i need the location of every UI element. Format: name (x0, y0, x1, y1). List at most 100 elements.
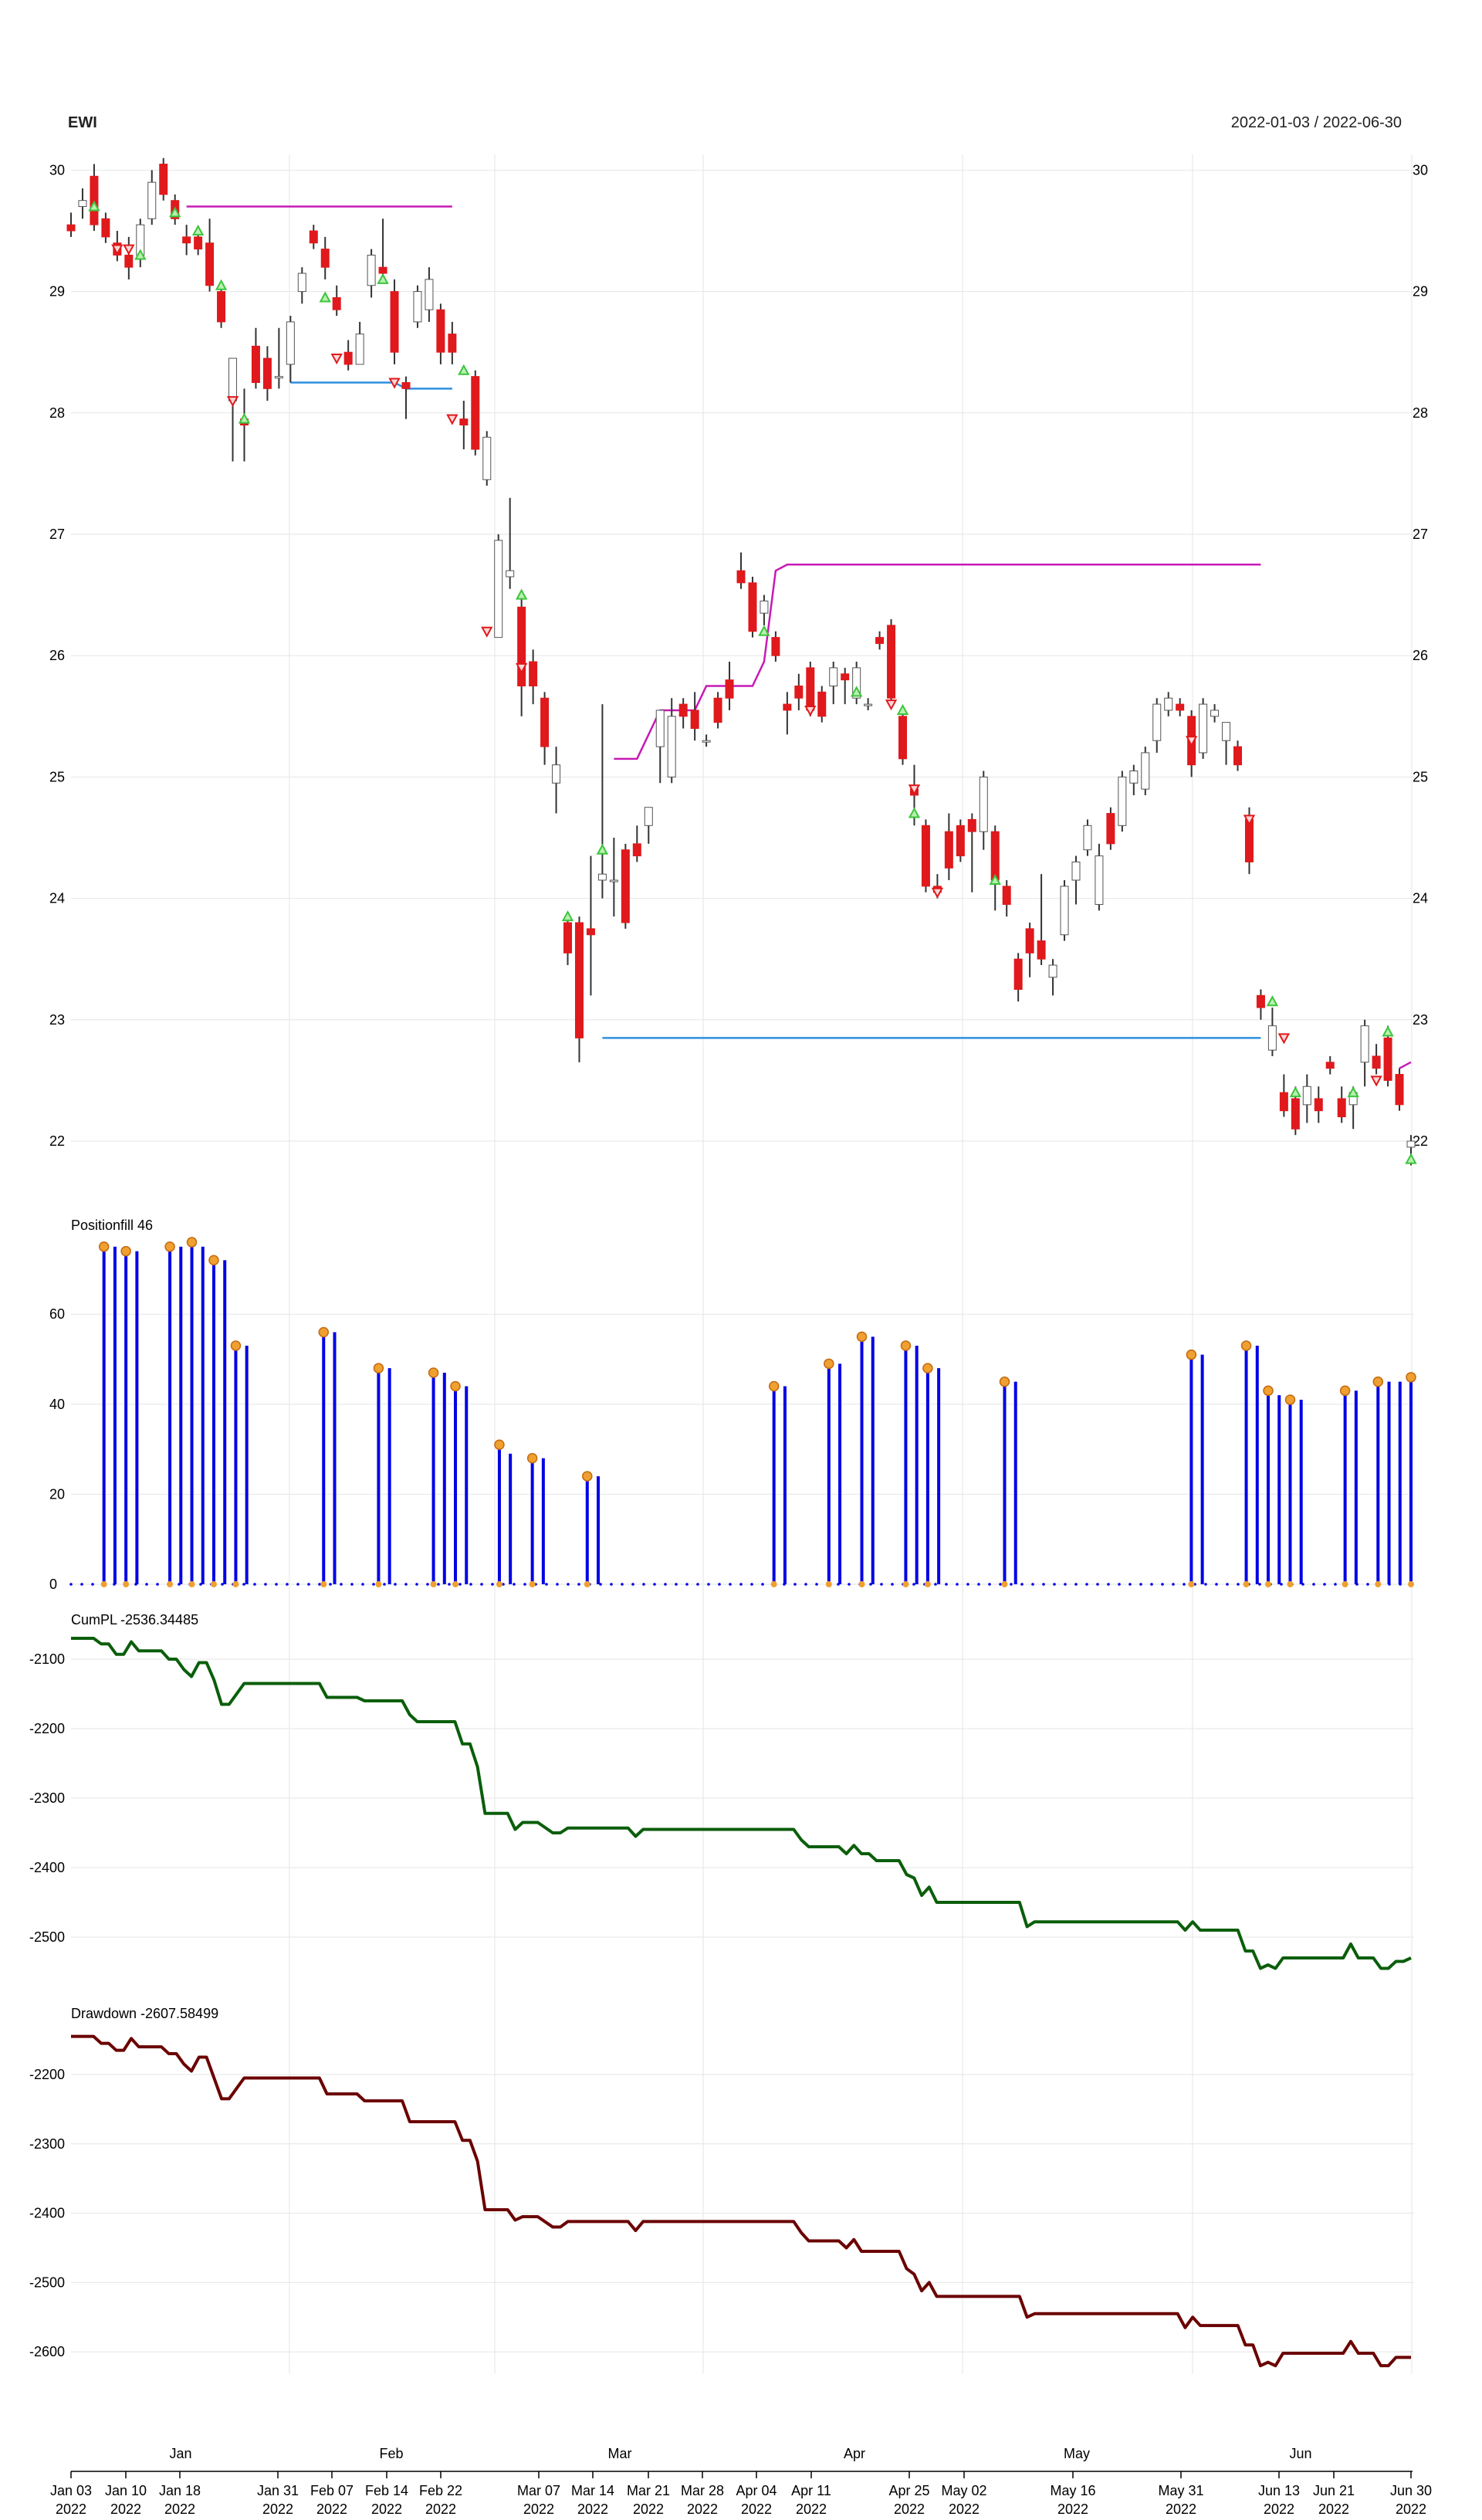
resistance-line (1399, 1061, 1412, 1069)
cumpl-ytick: -2200 (29, 1721, 65, 1736)
positionfill-exit-marker (1188, 1581, 1195, 1587)
positionfill-baseline-dot (1118, 1583, 1121, 1586)
candle-body (297, 273, 306, 293)
sell-signal-marker (804, 705, 817, 717)
cumpl-panel: CumPL -2536.34485 -2100 -2200 -2300 -2400 -250… (29, 1612, 1414, 1970)
time-axis: Jan Feb Mar Apr May Jun Jan 03 2022 Jan 10 2022 Ja… (50, 2446, 1432, 2517)
candle-body (864, 703, 873, 706)
candle-body (944, 831, 953, 869)
candle-body (597, 873, 607, 881)
price-ytick-left: 23 (49, 1012, 65, 1028)
candle-body (1071, 861, 1081, 881)
positionfill-exit-marker (902, 1581, 909, 1587)
candle-body (875, 637, 885, 644)
candle-body (286, 321, 295, 365)
drawdown-ytick: -2200 (29, 2067, 65, 2082)
year-tick-label: 2022 (796, 2501, 827, 2517)
candle-body (1141, 752, 1150, 790)
positionfill-baseline-dot (848, 1583, 851, 1586)
candle-body (574, 922, 584, 1038)
year-tick-label: 2022 (56, 2501, 86, 2517)
candle-body (320, 249, 330, 268)
positionfill-marker (494, 1439, 505, 1451)
positionfill-baseline-dot (1226, 1583, 1229, 1586)
positionfill-marker (373, 1363, 384, 1373)
date-tick-label: Jun 30 (1390, 2483, 1432, 2498)
buy-signal-marker (238, 412, 251, 424)
positionfill-baseline-dot (156, 1583, 159, 1586)
date-tick-label: Mar 07 (517, 2483, 560, 2498)
positionfill-exit-marker (1375, 1581, 1382, 1587)
candle-body (425, 279, 434, 310)
candle-body (448, 334, 457, 353)
candle-body (563, 922, 573, 953)
positionfill-ytick: 20 (49, 1486, 65, 1502)
positionfill-ytick: 0 (49, 1577, 57, 1592)
positionfill-marker (1339, 1385, 1351, 1397)
date-tick-label: Mar 14 (571, 2483, 614, 2498)
candle-body (459, 418, 469, 426)
positionfill-baseline-dot (469, 1583, 472, 1586)
drawdown-ytick: -2400 (29, 2206, 65, 2221)
positionfill-baseline-dot (1215, 1583, 1218, 1586)
cumpl-ytick: -2500 (29, 1929, 65, 1945)
positionfill-marker (856, 1331, 868, 1343)
candle-body (482, 436, 492, 480)
date-tick-label: Jan 18 (159, 2483, 201, 2498)
candle-body (1083, 825, 1092, 851)
candle-body (817, 691, 827, 717)
positionfill-baseline-dot (458, 1583, 462, 1586)
candle-body (725, 679, 734, 699)
candle-body (378, 266, 387, 274)
candle-body (736, 570, 746, 584)
positionfill-baseline-dot (1237, 1583, 1240, 1586)
date-tick-label: May 16 (1050, 2483, 1095, 2498)
drawdown-ytick: -2300 (29, 2136, 65, 2152)
candle-body (1291, 1098, 1300, 1130)
candle-body (667, 716, 676, 777)
positionfill-baseline-dot (610, 1583, 613, 1586)
date-tick-label: Feb 22 (419, 2483, 462, 2498)
candle-body (390, 291, 399, 353)
price-ytick-left: 30 (49, 162, 65, 178)
positionfill-baseline-dot (383, 1583, 386, 1586)
candle-body (1267, 1025, 1277, 1051)
date-tick-label: May 02 (941, 2483, 986, 2498)
buy-signal-marker (1347, 1086, 1359, 1098)
positionfill-baseline-dot (491, 1583, 494, 1586)
year-tick-label: 2022 (316, 2501, 347, 2517)
buy-signal-marker (169, 206, 181, 218)
positionfill-baseline-dot (567, 1583, 570, 1586)
sell-signal-marker (446, 414, 458, 425)
positionfill-marker (208, 1255, 219, 1265)
price-ytick-left: 27 (49, 527, 65, 542)
positionfill-exit-marker (1001, 1581, 1008, 1587)
positionfill-baseline-dot (1366, 1583, 1369, 1586)
buy-signal-marker (458, 364, 470, 375)
positionfill-marker (186, 1237, 198, 1248)
positionfill-baseline-dot (480, 1583, 483, 1586)
drawdown-last-value: -2607.58499 (140, 2006, 218, 2021)
candle-body (829, 667, 838, 686)
positionfill-marker (526, 1453, 538, 1464)
candle-body (887, 625, 896, 699)
candle-body (644, 807, 653, 826)
positionfill-baseline-dot (361, 1583, 364, 1586)
buy-signal-marker (377, 273, 389, 284)
positionfill-marker (582, 1471, 593, 1482)
candle-body (852, 667, 861, 699)
candle-body (1199, 703, 1208, 754)
positionfill-exit-marker (924, 1581, 931, 1587)
candle-body (367, 254, 376, 286)
positionfill-baseline-dot (1150, 1583, 1153, 1586)
positionfill-baseline-dot (599, 1583, 602, 1586)
positionfill-baseline-dot (621, 1583, 624, 1586)
positionfill-baseline-dot (253, 1583, 256, 1586)
positionfill-baseline-dot (977, 1583, 980, 1586)
drawdown-ytick: -2600 (29, 2344, 65, 2359)
date-tick-label: Apr 04 (736, 2483, 777, 2498)
candle-body (748, 582, 757, 632)
positionfill-exit-marker (452, 1581, 459, 1587)
positionfill-baseline-dot (653, 1583, 656, 1586)
positionfill-exit-marker (584, 1581, 590, 1587)
